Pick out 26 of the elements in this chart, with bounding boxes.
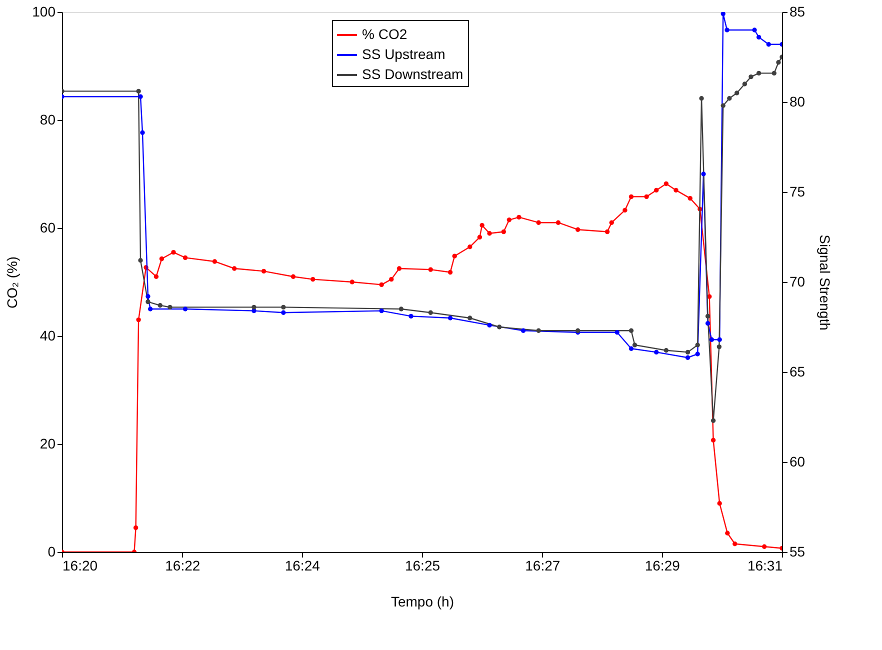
y2-tick-label: 55	[790, 544, 806, 560]
x-tick-label: 16:22	[165, 558, 200, 574]
y2-axis-title: Signal Strength	[817, 234, 834, 330]
legend-label: SS Downstream	[362, 66, 464, 82]
y2-tick-label: 85	[790, 4, 806, 20]
legend-label: SS Upstream	[362, 46, 446, 62]
y-tick-label: 20	[40, 436, 56, 452]
x-tick-label: 16:20	[62, 558, 98, 574]
x-tick-label: 16:27	[525, 558, 560, 574]
y2-tick-label: 75	[790, 184, 806, 200]
y2-tick-label: 70	[790, 274, 806, 290]
x-tick-label: 16:29	[644, 558, 680, 574]
y-tick-label: 40	[40, 328, 56, 344]
y-tick-label: 100	[32, 4, 56, 20]
x-tick-label: 16:24	[284, 558, 320, 574]
x-tick-label: 16:31	[747, 558, 783, 574]
y-tick-label: 80	[40, 112, 56, 128]
x-axis-title: Tempo (h)	[390, 594, 454, 610]
y2-tick-label: 60	[790, 454, 806, 470]
y2-tick-label: 80	[790, 94, 806, 110]
x-tick-label: 16:25	[404, 558, 440, 574]
legend-label: % CO2	[362, 26, 408, 42]
y-tick-label: 60	[40, 220, 56, 236]
y2-tick-label: 65	[790, 364, 806, 380]
y-tick-label: 0	[48, 544, 56, 560]
y-axis-title: CO₂ (%)	[4, 256, 20, 309]
